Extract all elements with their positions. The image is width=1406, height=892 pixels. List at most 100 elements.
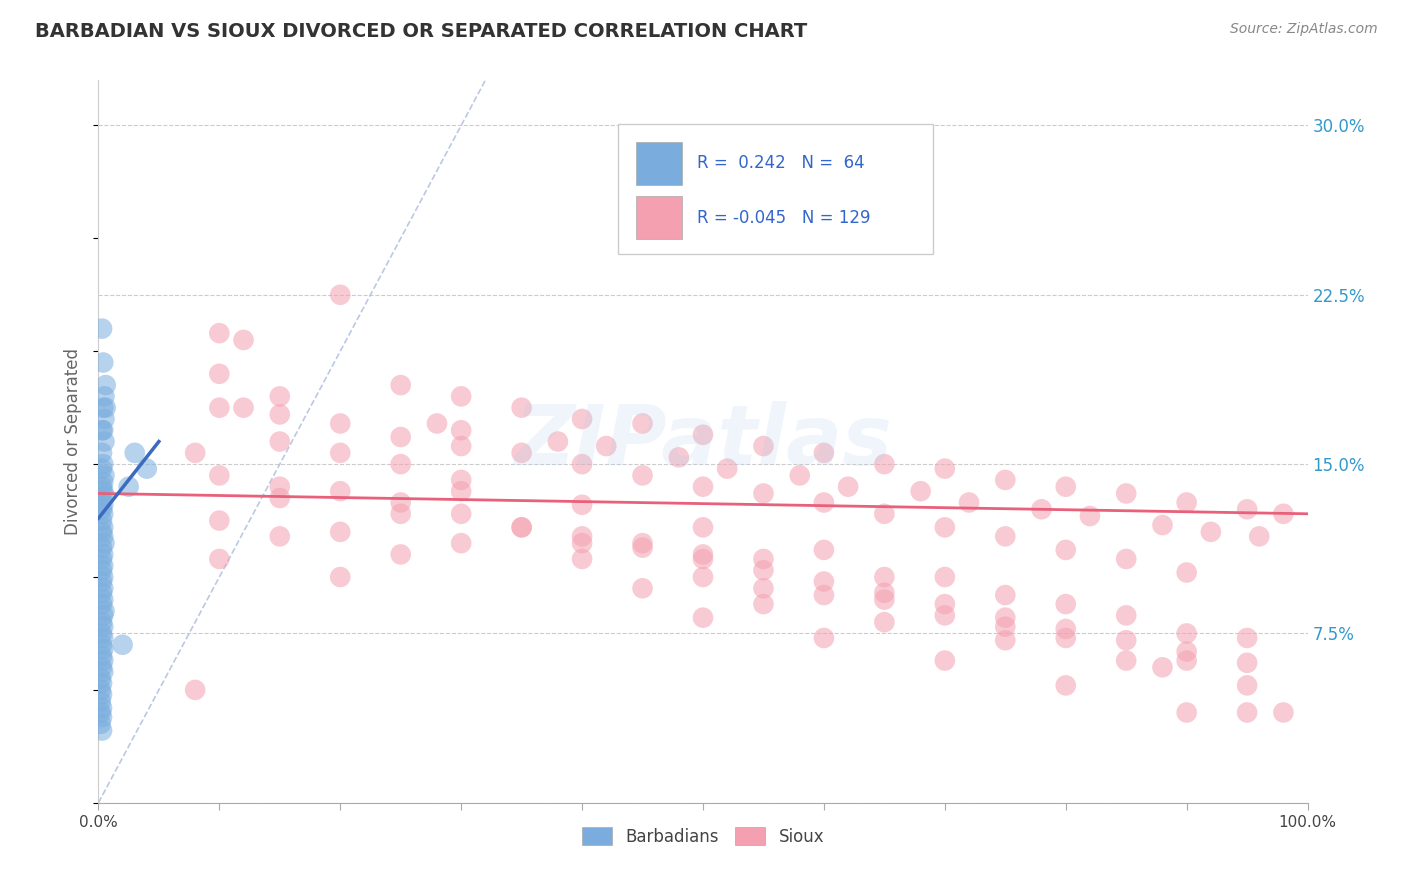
Point <box>873 615 896 630</box>
Point <box>1054 597 1077 611</box>
Point <box>813 631 835 645</box>
Point <box>208 552 231 566</box>
Point <box>94 401 117 415</box>
Point <box>1175 626 1198 640</box>
Point <box>135 461 157 475</box>
Point <box>1115 633 1137 648</box>
Point <box>118 480 141 494</box>
Point <box>329 287 352 301</box>
Point <box>631 582 654 596</box>
Point <box>752 563 775 577</box>
Point <box>692 520 714 534</box>
Point <box>934 520 956 534</box>
Point <box>510 446 533 460</box>
Point <box>752 597 775 611</box>
Point <box>93 604 115 618</box>
Point <box>1078 509 1101 524</box>
Point <box>389 378 412 392</box>
Point <box>1249 529 1271 543</box>
Point <box>994 633 1017 648</box>
Point <box>91 586 114 600</box>
Point <box>91 552 114 566</box>
Point <box>208 367 231 381</box>
Point <box>90 694 112 708</box>
FancyBboxPatch shape <box>637 196 682 239</box>
Point <box>269 389 291 403</box>
Point <box>91 660 114 674</box>
Point <box>873 457 896 471</box>
Point <box>91 687 114 701</box>
Point <box>1115 608 1137 623</box>
Point <box>91 710 114 724</box>
Point <box>1152 518 1174 533</box>
Point <box>571 412 593 426</box>
Point <box>90 706 112 720</box>
Point <box>389 548 412 562</box>
Point <box>1272 507 1295 521</box>
Point <box>631 541 654 555</box>
Point <box>91 597 114 611</box>
Point <box>91 654 114 668</box>
Point <box>873 570 896 584</box>
Point <box>329 446 352 460</box>
Point <box>91 574 114 589</box>
Point <box>91 524 114 539</box>
Point <box>1031 502 1053 516</box>
Point <box>450 536 472 550</box>
Point <box>873 592 896 607</box>
Point <box>269 491 291 505</box>
Point <box>994 473 1017 487</box>
Point <box>91 423 114 437</box>
Point <box>571 536 593 550</box>
Point <box>269 529 291 543</box>
Point <box>510 401 533 415</box>
Point <box>91 446 114 460</box>
Point <box>91 475 114 490</box>
Point <box>631 417 654 431</box>
Point <box>91 558 114 573</box>
Point <box>934 608 956 623</box>
Point <box>571 457 593 471</box>
Point <box>716 461 738 475</box>
Point <box>692 610 714 624</box>
Point <box>1115 486 1137 500</box>
Point <box>813 588 835 602</box>
Point <box>813 446 835 460</box>
Point <box>91 701 114 715</box>
Point <box>91 665 114 679</box>
Point <box>450 423 472 437</box>
Point <box>91 541 114 555</box>
Point <box>91 514 114 528</box>
Point <box>571 498 593 512</box>
Point <box>91 642 114 657</box>
Point <box>91 648 114 663</box>
Point <box>91 582 114 596</box>
Point <box>1054 678 1077 692</box>
Point <box>91 723 114 738</box>
Point <box>934 461 956 475</box>
Point <box>93 389 115 403</box>
Point <box>232 333 254 347</box>
Point <box>692 570 714 584</box>
Point <box>91 620 114 634</box>
Point <box>269 434 291 449</box>
Point <box>269 408 291 422</box>
Point <box>450 473 472 487</box>
Point <box>1054 631 1077 645</box>
Point <box>934 654 956 668</box>
Text: BARBADIAN VS SIOUX DIVORCED OR SEPARATED CORRELATION CHART: BARBADIAN VS SIOUX DIVORCED OR SEPARATED… <box>35 22 807 41</box>
Point <box>934 570 956 584</box>
Point <box>1115 552 1137 566</box>
Point <box>91 498 114 512</box>
Point <box>91 507 114 521</box>
Point <box>91 608 114 623</box>
Point <box>957 495 980 509</box>
Point <box>389 430 412 444</box>
Point <box>91 423 114 437</box>
Point <box>208 468 231 483</box>
Point <box>94 378 117 392</box>
Point <box>184 446 207 460</box>
Point <box>1199 524 1222 539</box>
FancyBboxPatch shape <box>619 124 932 253</box>
Point <box>1236 631 1258 645</box>
